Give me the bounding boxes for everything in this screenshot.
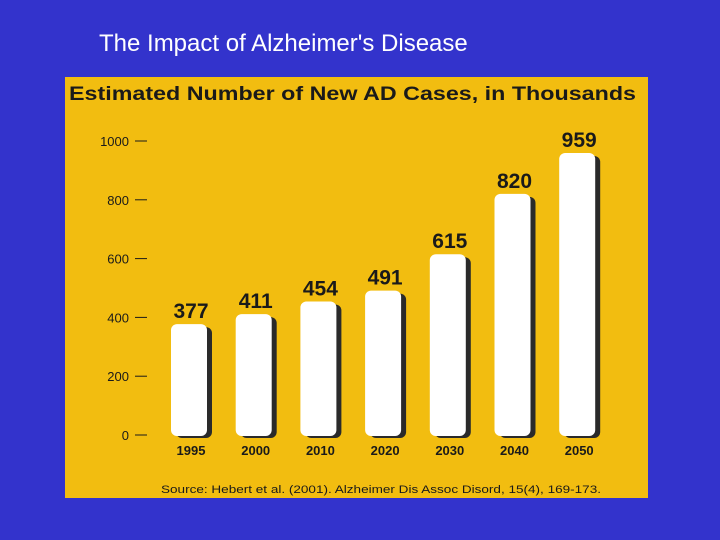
- bar: [429, 254, 466, 436]
- y-tick-label: 0: [122, 428, 129, 443]
- chart-title: Estimated Number of New AD Cases, in Tho…: [69, 84, 636, 105]
- bar-value-label: 959: [562, 129, 597, 152]
- y-tick-label: 1000: [100, 134, 129, 149]
- y-tick-label: 800: [107, 193, 129, 208]
- x-category-label: 2030: [435, 443, 464, 458]
- x-category-label: 2040: [500, 443, 529, 458]
- bar: [559, 153, 596, 436]
- bar-value-label: 411: [239, 290, 273, 313]
- x-category-label: 2050: [565, 443, 594, 458]
- x-category-label: 2020: [371, 443, 400, 458]
- y-tick-label: 400: [107, 310, 129, 325]
- source-note: Source: Hebert et al. (2001). Alzheimer …: [161, 484, 601, 496]
- bar: [365, 290, 402, 436]
- bar-value-label: 491: [368, 267, 403, 290]
- bar: [300, 301, 337, 436]
- bars: 377 1995 411 2000 454 2010 491 2020 615 2030 820 20…: [171, 129, 601, 458]
- x-category-label: 1995: [177, 443, 206, 458]
- x-category-label: 2000: [241, 443, 270, 458]
- bar-chart: Estimated Number of New AD Cases, in Tho…: [69, 84, 636, 496]
- bar-value-label: 454: [303, 278, 338, 301]
- bar-value-label: 820: [497, 170, 532, 193]
- bar-value-label: 615: [432, 230, 467, 253]
- x-category-label: 2010: [306, 443, 335, 458]
- bar: [235, 314, 272, 436]
- chart-panel: Estimated Number of New AD Cases, in Tho…: [65, 77, 648, 498]
- y-axis: 0 200 400 600 800 1000: [100, 134, 147, 443]
- slide-title: The Impact of Alzheimer's Disease: [99, 30, 468, 57]
- bar: [171, 324, 207, 436]
- bar: [494, 193, 531, 436]
- y-tick-label: 200: [107, 369, 129, 384]
- y-tick-label: 600: [107, 252, 129, 267]
- bar-value-label: 377: [173, 300, 208, 323]
